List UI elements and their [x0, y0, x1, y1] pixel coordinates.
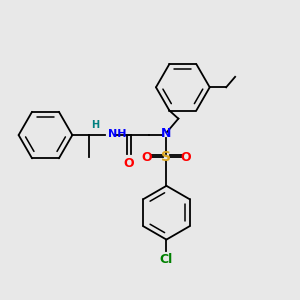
Text: O: O — [142, 151, 152, 164]
Text: O: O — [124, 158, 134, 170]
Text: NH: NH — [108, 129, 127, 139]
Text: H: H — [91, 120, 99, 130]
Text: N: N — [161, 127, 172, 140]
Text: O: O — [181, 151, 191, 164]
Text: S: S — [161, 151, 171, 164]
Text: Cl: Cl — [160, 253, 173, 266]
